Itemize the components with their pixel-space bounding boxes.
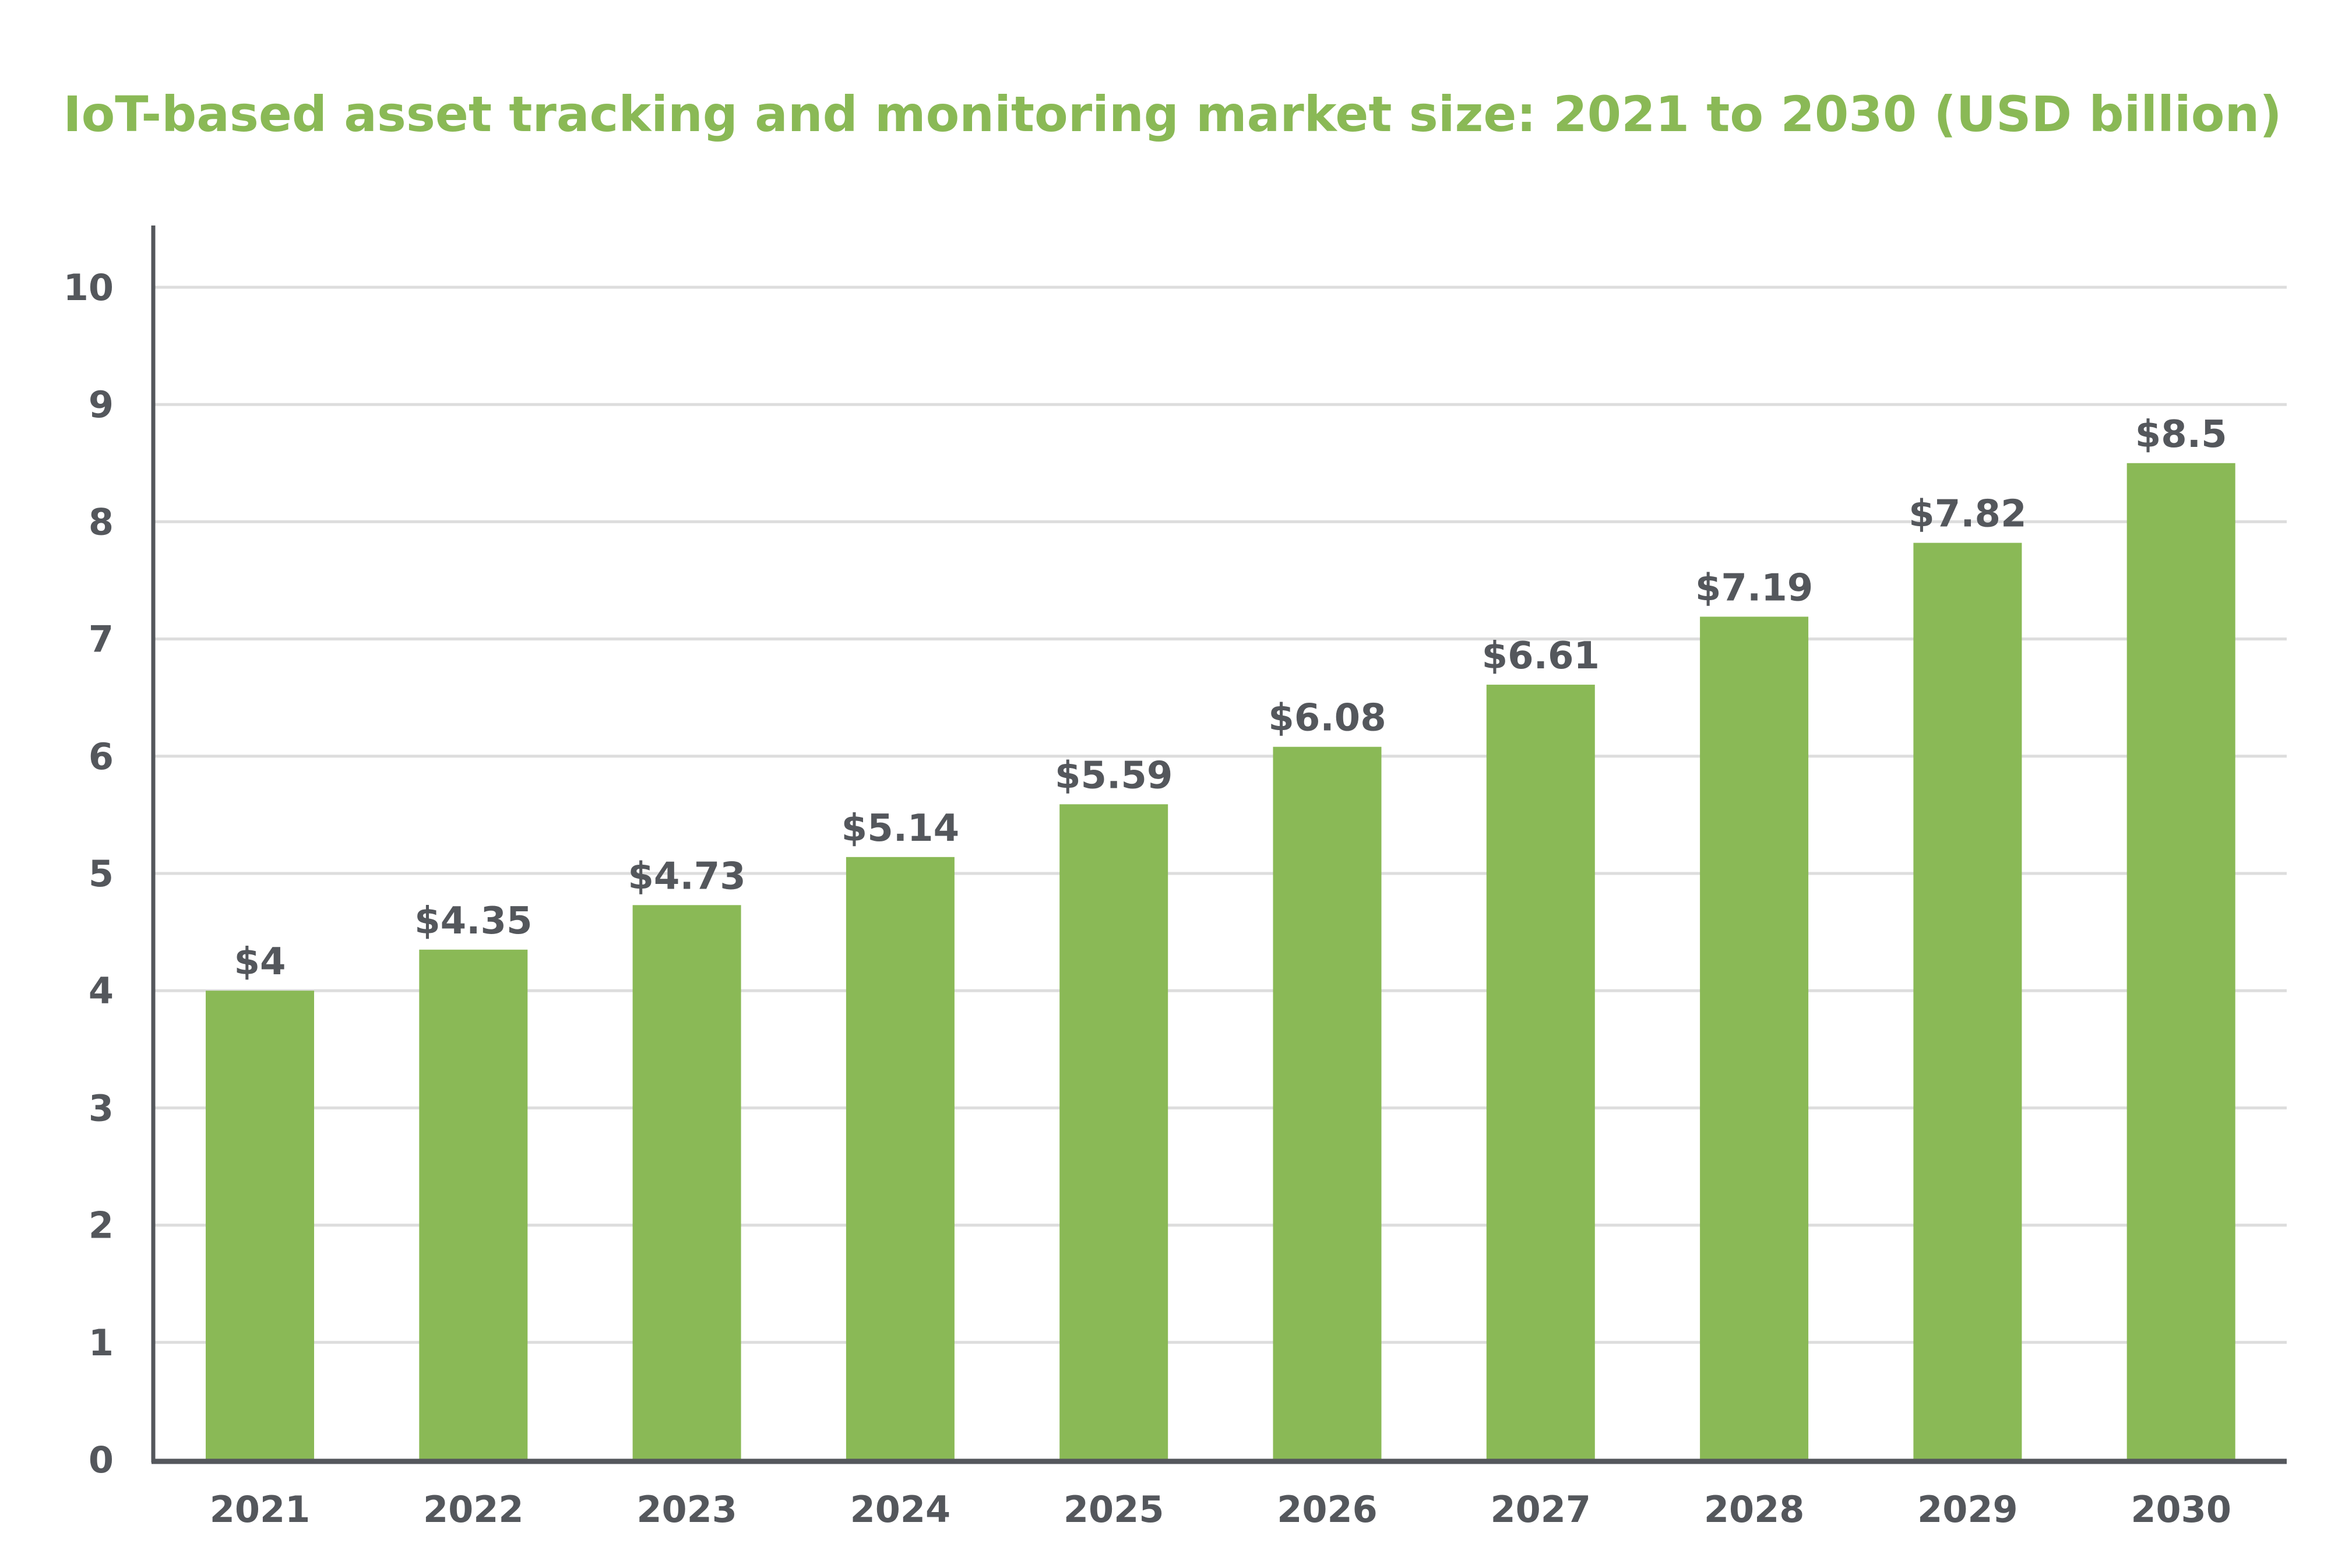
bar-2024 — [846, 857, 955, 1460]
data-label: $7.19 — [1695, 566, 1813, 609]
y-tick-label: 1 — [89, 1322, 114, 1364]
x-tick-label: 2025 — [1064, 1488, 1164, 1531]
y-tick-label: 9 — [89, 383, 114, 426]
data-labels: $4 $4.35 $4.73 $5.14 $5.59 $6.08 $6.61 $7.19 $7.… — [234, 413, 2227, 984]
chart-title: IoT-based asset tracking and monitoring … — [63, 86, 2281, 143]
bar-2029 — [1913, 542, 2022, 1460]
x-tick-label: 2023 — [636, 1488, 737, 1531]
y-tick-label: 5 — [89, 852, 114, 895]
y-tick-label: 2 — [89, 1204, 114, 1247]
data-label: $4.35 — [414, 900, 532, 943]
y-tick-label: 4 — [89, 970, 114, 1012]
x-tick-label: 2027 — [1491, 1488, 1591, 1531]
y-tick-label: 10 — [64, 266, 114, 309]
bar-2026 — [1273, 746, 1382, 1460]
y-tick-label: 7 — [89, 618, 114, 661]
x-tick-label: 2029 — [1917, 1488, 2018, 1531]
y-tick-label: 6 — [89, 735, 114, 778]
data-label: $8.5 — [2135, 413, 2227, 456]
data-label: $4 — [234, 940, 286, 984]
x-tick-label: 2028 — [1704, 1488, 1805, 1531]
x-axis-ticks: 2021 2022 2023 2024 2025 2026 2027 2028 2029 2030 — [210, 1488, 2231, 1531]
x-tick-label: 2026 — [1277, 1488, 1378, 1531]
x-tick-label: 2024 — [850, 1488, 951, 1531]
data-label: $6.08 — [1268, 697, 1386, 740]
x-tick-label: 2022 — [423, 1488, 524, 1531]
bar-2030 — [2126, 463, 2235, 1460]
x-tick-label: 2021 — [210, 1488, 311, 1531]
x-tick-label: 2030 — [2131, 1488, 2231, 1531]
bar-2028 — [1700, 616, 1809, 1460]
data-label: $5.59 — [1055, 754, 1172, 797]
y-tick-label: 3 — [89, 1087, 114, 1129]
bar-2021 — [206, 991, 314, 1460]
data-label: $6.61 — [1482, 635, 1600, 678]
y-tick-label: 0 — [89, 1439, 114, 1481]
y-tick-label: 8 — [89, 501, 114, 543]
bar-2025 — [1059, 804, 1168, 1460]
data-label: $7.82 — [1909, 493, 2026, 536]
bar-2023 — [632, 905, 741, 1460]
bar-2022 — [419, 949, 528, 1460]
data-label: $4.73 — [628, 855, 745, 898]
y-axis-ticks: 0 1 2 3 4 5 6 7 8 9 10 — [64, 266, 114, 1481]
bars — [206, 463, 2235, 1460]
bar-2027 — [1486, 685, 1595, 1460]
data-label: $5.14 — [841, 807, 959, 850]
